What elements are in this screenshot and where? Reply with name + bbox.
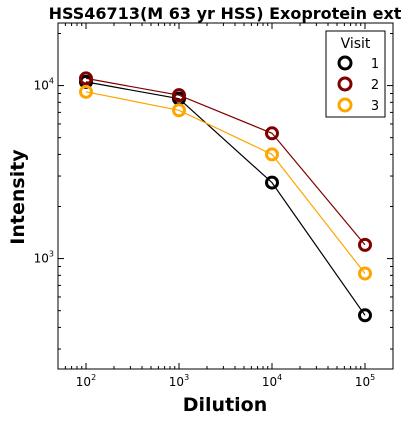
plot-border (57, 22, 394, 370)
x-tick-label: 102 (76, 373, 96, 389)
legend-label: 2 (371, 78, 379, 93)
legend-title: Visit (341, 36, 371, 52)
legend-item: 2 (337, 76, 379, 93)
series-3 (78, 84, 373, 281)
data-point (171, 88, 186, 103)
legend-item: 3 (337, 97, 379, 114)
legend-items: 1 2 3 (337, 55, 379, 114)
chart-title: HSS46713(M 63 yr HSS) Exoprotein ext (49, 4, 402, 23)
y-axis: 103 104 (34, 33, 393, 350)
x-tick-label: 103 (169, 373, 189, 389)
legend-box (325, 30, 386, 118)
data-point (78, 84, 93, 99)
series-2 (78, 71, 373, 252)
data-point (265, 126, 280, 141)
legend-marker (337, 97, 353, 113)
legend-label: 1 (371, 57, 379, 72)
y-tick-label: 103 (34, 250, 54, 266)
data-point (171, 103, 186, 118)
y-tick-label: 104 (34, 77, 54, 93)
y-axis-label: Intensity (7, 149, 29, 245)
plot-area (57, 22, 394, 370)
series-line (85, 81, 366, 316)
x-axis-label: Dilution (183, 394, 268, 416)
legend-label: 3 (371, 99, 379, 114)
data-point (358, 237, 373, 252)
legend-item: 1 (337, 55, 379, 72)
x-tick-label: 104 (262, 373, 282, 389)
legend-marker (337, 76, 353, 92)
x-tick-label: 105 (355, 373, 375, 389)
data-point (265, 175, 280, 190)
series-layer (78, 71, 373, 323)
series-line (85, 91, 366, 274)
data-point (358, 308, 373, 323)
x-axis: 102 103 104 105 (57, 23, 394, 389)
series-line (85, 77, 366, 246)
data-point (358, 266, 373, 281)
data-point (78, 71, 93, 86)
legend: Visit 1 2 3 (325, 30, 386, 118)
legend-marker (337, 55, 353, 71)
data-point (265, 147, 280, 162)
